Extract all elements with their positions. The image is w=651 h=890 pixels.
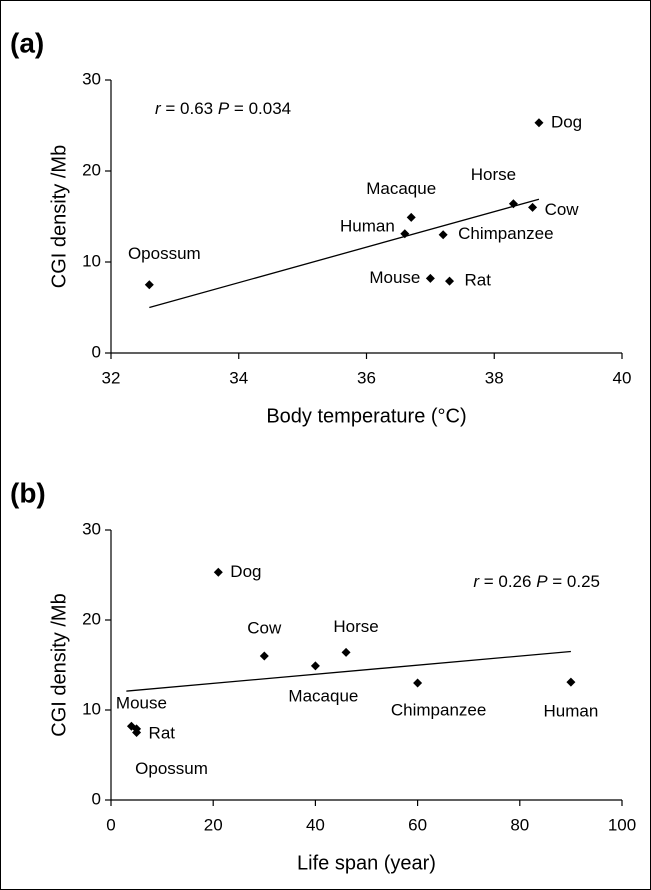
y-tick-label: 20 [82,160,101,179]
x-axis-title: Life span (year) [297,852,436,874]
annotation-part: r [473,572,480,591]
y-tick-label: 30 [82,519,101,538]
x-tick-label: 34 [229,368,248,387]
x-tick-label: 100 [608,815,636,834]
point [534,118,544,128]
point-label: Human [340,216,395,235]
point [425,273,435,283]
point-label: Opossum [128,244,201,263]
point [259,651,269,661]
point [213,567,223,577]
point [132,728,142,737]
point [310,661,320,671]
panel-label: (a) [10,27,44,58]
point-label: Horse [333,617,378,636]
point-label: Chimpanzee [391,700,486,719]
x-tick-label: 20 [204,815,223,834]
point-label: Dog [230,562,261,581]
point-label: Opossum [135,759,208,778]
y-tick-label: 10 [82,251,101,270]
annotation-part: = 0.034 [229,99,291,118]
point-label: Macaque [288,686,358,705]
point [341,647,351,657]
y-tick-label: 20 [82,609,101,628]
point [445,276,455,286]
point-label: Mouse [369,268,420,287]
y-tick-label: 0 [92,789,101,808]
point-label: Cow [247,618,282,637]
y-axis-title: CGI density /Mb [48,145,70,288]
point-label: Human [543,702,598,721]
trend-line [149,198,540,309]
x-tick-label: 80 [510,815,529,834]
point-label: Dog [551,112,582,131]
y-tick-label: 10 [82,699,101,718]
trend-line [126,650,571,692]
annotation-part: = 0.25 [548,572,600,591]
x-axis-title: Body temperature (°C) [266,405,466,427]
y-tick-label: 0 [92,342,101,361]
x-tick-label: 60 [408,815,427,834]
annotation-part: = 0.63 [161,99,218,118]
point [438,230,448,240]
point-label: Cow [545,200,580,219]
point [528,202,538,212]
point [566,677,576,687]
x-tick-label: 40 [306,815,325,834]
panel-label: (b) [10,477,46,508]
annotation: r = 0.26 P = 0.25 [473,572,600,591]
y-tick-label: 30 [82,69,101,88]
point-label: Macaque [366,179,436,198]
point [413,678,423,688]
annotation-part: r [155,99,162,118]
point-label: Chimpanzee [458,224,553,243]
annotation-part: = 0.26 [479,572,536,591]
x-tick-label: 0 [106,815,115,834]
point [508,199,518,209]
point-label: Mouse [116,694,167,713]
annotation-part: P [536,572,548,591]
x-tick-label: 36 [357,368,376,387]
point-label: Horse [471,165,516,184]
point [400,229,410,239]
x-tick-label: 32 [102,368,121,387]
x-tick-label: 40 [613,368,632,387]
y-axis-title: CGI density /Mb [48,593,70,736]
annotation-part: P [218,99,230,118]
point [406,212,416,222]
point [144,280,154,290]
point-label: Rat [465,271,492,290]
point-label: Rat [149,723,176,742]
annotation: r = 0.63 P = 0.034 [155,99,291,118]
x-tick-label: 38 [485,368,504,387]
